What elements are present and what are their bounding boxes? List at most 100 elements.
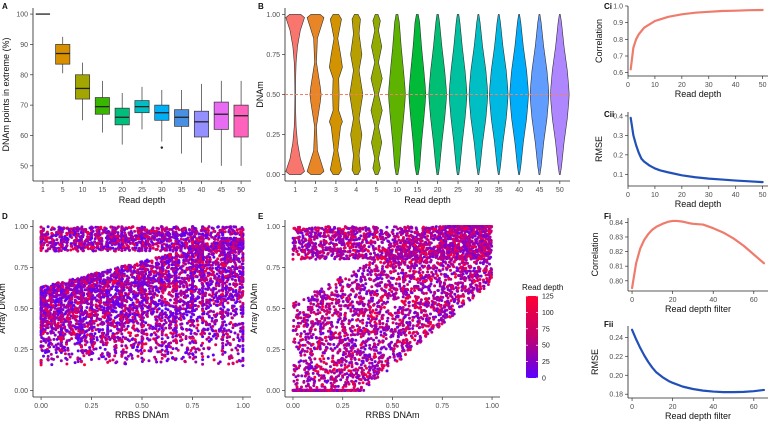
scatter-point (149, 229, 153, 233)
scatter-point (185, 242, 189, 245)
x-tick-label: 20 (118, 187, 126, 194)
scatter-point (201, 341, 205, 345)
scatter-point (41, 344, 45, 348)
scatter-point (162, 242, 166, 246)
scatter-point (55, 287, 59, 291)
y-tick-label: 100 (16, 12, 28, 19)
scatter-point (182, 300, 186, 304)
scatter-point (155, 288, 159, 292)
scatter-point (48, 292, 52, 296)
scatter-point (154, 333, 158, 337)
y-axis-label: Correlation (590, 232, 600, 276)
scatter-point (155, 247, 159, 251)
scatter-point (156, 350, 160, 354)
scatter-point (215, 272, 219, 276)
scatter-point (106, 249, 110, 253)
scatter-point (60, 313, 64, 317)
scatter-point (116, 335, 120, 339)
scatter-point (170, 274, 174, 278)
x-tick-label: 0 (626, 192, 630, 199)
scatter-point (120, 273, 124, 277)
scatter-point (167, 315, 171, 319)
scatter-point (168, 282, 171, 286)
scatter-point (241, 322, 245, 325)
scatter-point (191, 352, 194, 356)
x-tick-label: 20 (669, 404, 677, 411)
scatter-point (116, 239, 120, 242)
scatter-point (49, 352, 53, 356)
scatter-point (145, 264, 148, 268)
scatter-point (198, 256, 202, 260)
scatter-point (82, 354, 86, 358)
x-axis-label: Read depth (119, 195, 166, 205)
scatter-point (163, 287, 167, 291)
scatter-point (81, 231, 85, 235)
scatter-point (234, 322, 237, 326)
scatter-point (145, 301, 149, 305)
scatter-point (207, 323, 211, 327)
scatter-point (182, 316, 186, 320)
scatter-point (198, 264, 202, 268)
scatter-point (164, 333, 168, 337)
scatter-point (167, 291, 171, 294)
scatter-point (39, 359, 43, 362)
scatter-point (217, 289, 221, 293)
scatter-point (93, 296, 97, 300)
x-tick-label: 2 (314, 187, 318, 194)
scatter-point (179, 280, 183, 284)
scatter-point (90, 358, 93, 361)
scatter-point (180, 233, 183, 236)
scatter-point (195, 250, 199, 254)
scatter-point (239, 311, 243, 315)
scatter-point (241, 308, 245, 312)
scatter-point (136, 310, 140, 314)
scatter-point (53, 306, 57, 310)
scatter-point (217, 284, 221, 288)
scatter-point (56, 355, 59, 359)
scatter-point (160, 247, 164, 251)
scatter-point (213, 329, 217, 333)
scatter-point (144, 235, 147, 238)
scatter-point (68, 317, 72, 321)
scatter-point (189, 336, 193, 340)
scatter-point (73, 295, 77, 299)
scatter-point (130, 354, 134, 357)
scatter-point (56, 313, 60, 317)
scatter-point (181, 307, 185, 311)
x-tick-label: 60 (750, 404, 758, 411)
scatter-point (74, 280, 77, 284)
scatter-point (182, 312, 186, 316)
scatter-point (90, 301, 93, 304)
scatter-point (167, 284, 171, 288)
scatter-point (55, 238, 59, 242)
scatter-point (98, 346, 102, 350)
scatter-point (174, 251, 178, 255)
scatter-point (241, 364, 245, 368)
scatter-point (197, 259, 201, 263)
scatter-point (201, 318, 205, 322)
scatter-point (234, 254, 238, 258)
scatter-point (63, 348, 67, 352)
y-tick-label: 0.25 (266, 132, 280, 139)
scatter-point (208, 283, 212, 287)
y-axis-label: RMSE (594, 136, 604, 162)
scatter-point (175, 245, 179, 249)
scatter-point (146, 323, 150, 327)
scatter-point (168, 304, 172, 308)
scatter-point (233, 331, 237, 335)
scatter-point (115, 270, 119, 274)
scatter-point (148, 338, 152, 342)
scatter-point (100, 289, 104, 293)
scatter-point (223, 350, 227, 354)
scatter-point (131, 225, 135, 229)
scatter-point (132, 269, 136, 273)
scatter-point (113, 348, 117, 351)
scatter-point (155, 266, 159, 270)
scatter-point (138, 314, 142, 318)
scatter-point (215, 281, 219, 285)
scatter-point (157, 315, 160, 319)
scatter-point (110, 241, 114, 245)
scatter-point (138, 287, 142, 290)
scatter-point (240, 262, 244, 266)
